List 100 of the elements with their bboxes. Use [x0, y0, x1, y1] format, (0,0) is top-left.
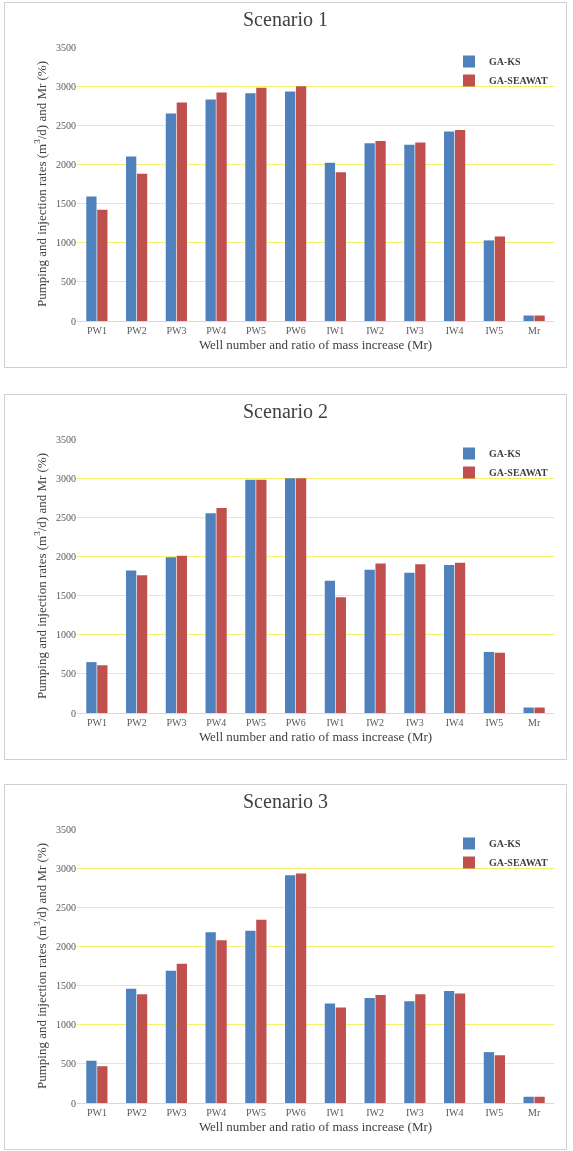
bar — [285, 478, 296, 713]
bar — [97, 1066, 108, 1103]
x-axis-title: Well number and ratio of mass increase (Mr) — [198, 728, 433, 744]
x-axis-title: Well number and ratio of mass increase (Mr) — [198, 1118, 433, 1134]
bar — [494, 236, 505, 321]
x-tick-label: IW5 — [485, 1107, 504, 1118]
y-tick-label: 1500 — [56, 198, 76, 210]
bar — [404, 144, 415, 321]
bar — [295, 86, 307, 321]
bar — [165, 113, 177, 321]
x-tick-label: PW3 — [166, 325, 187, 336]
bar — [216, 507, 227, 713]
x-tick-label: PW1 — [86, 717, 107, 728]
bar — [523, 1096, 534, 1103]
x-tick-label: IW2 — [366, 325, 385, 336]
y-tick-label: 3500 — [56, 823, 76, 835]
y-tick-label: 0 — [71, 315, 76, 327]
x-tick-label: IW3 — [405, 717, 424, 728]
x-tick-label: Mr — [528, 325, 541, 336]
bar — [324, 580, 336, 713]
x-tick-label: PW6 — [285, 325, 306, 336]
bar — [86, 1060, 97, 1103]
x-tick-label: PW1 — [86, 1107, 107, 1118]
x-tick-label: PW6 — [285, 1107, 306, 1118]
y-tick-label: 500 — [61, 668, 76, 680]
bar — [324, 162, 336, 321]
legend-label: GA-KS — [489, 448, 522, 460]
y-tick-label: 500 — [61, 1058, 76, 1070]
bar — [285, 91, 296, 321]
bar — [97, 209, 108, 321]
bar — [126, 988, 137, 1103]
x-tick-label: IW2 — [366, 1107, 385, 1118]
bar — [205, 513, 216, 713]
legend-label: GA-SEAWAT — [489, 857, 549, 869]
bar — [335, 172, 346, 321]
bar — [534, 707, 545, 713]
bar — [165, 557, 177, 713]
y-tick-label: 3000 — [56, 862, 76, 874]
y-tick-label: 1500 — [56, 590, 76, 602]
x-tick-label: IW1 — [326, 325, 345, 336]
y-tick-label: 1000 — [56, 237, 76, 249]
x-tick-label: PW3 — [166, 717, 187, 728]
bar — [375, 994, 386, 1103]
y-tick-label: 3500 — [56, 433, 76, 445]
bar — [136, 173, 148, 321]
y-tick-label: 2000 — [56, 940, 76, 952]
chart-title: Scenario 2 — [243, 400, 328, 423]
legend-label: GA-SEAWAT — [489, 467, 549, 479]
bar — [454, 993, 466, 1103]
bar — [483, 651, 495, 713]
x-tick-label: IW1 — [326, 1107, 345, 1118]
y-tick-label: 1000 — [56, 629, 76, 641]
y-tick-label: 1000 — [56, 1019, 76, 1031]
bar — [97, 665, 108, 713]
x-axis-title: Well number and ratio of mass increase (Mr) — [198, 336, 433, 352]
bar — [444, 131, 455, 321]
legend-label: GA-KS — [489, 838, 522, 850]
x-tick-label: PW4 — [206, 325, 227, 336]
x-tick-label: PW5 — [245, 325, 266, 336]
bar — [335, 1007, 346, 1103]
x-tick-label: Mr — [528, 717, 541, 728]
x-tick-label: IW5 — [485, 717, 504, 728]
bar — [444, 565, 455, 713]
bar — [444, 991, 455, 1103]
bar — [324, 1003, 336, 1103]
x-tick-label: PW2 — [126, 1107, 147, 1118]
bar — [176, 102, 187, 321]
bar — [245, 930, 256, 1103]
x-tick-label: IW5 — [485, 325, 504, 336]
bar — [483, 240, 495, 321]
bar — [256, 479, 267, 713]
bar — [364, 569, 375, 713]
x-tick-label: PW6 — [285, 717, 306, 728]
y-tick-label: 2500 — [56, 901, 76, 913]
bar — [216, 940, 227, 1103]
bar — [126, 156, 137, 321]
y-tick-label: 0 — [71, 707, 76, 719]
chart-title: Scenario 3 — [243, 790, 328, 813]
x-tick-label: IW3 — [405, 1107, 424, 1118]
x-tick-label: Mr — [528, 1107, 541, 1118]
x-tick-label: PW2 — [126, 325, 147, 336]
x-tick-label: PW5 — [245, 717, 266, 728]
bar — [534, 1096, 545, 1103]
x-tick-label: PW2 — [126, 717, 147, 728]
x-tick-label: IW4 — [445, 325, 464, 336]
bar — [404, 1001, 415, 1103]
y-tick-label: 3000 — [56, 472, 76, 484]
bar — [205, 99, 216, 321]
bar — [245, 93, 256, 321]
bar — [86, 196, 97, 321]
bar — [176, 555, 187, 713]
x-tick-label: PW4 — [206, 1107, 227, 1118]
bar — [176, 963, 187, 1103]
x-tick-label: IW3 — [405, 325, 424, 336]
x-tick-label: PW5 — [245, 1107, 266, 1118]
y-tick-label: 2000 — [56, 550, 76, 562]
y-tick-label: 3000 — [56, 80, 76, 92]
bar — [295, 478, 307, 713]
y-tick-label: 3500 — [56, 41, 76, 53]
bar — [364, 998, 375, 1103]
